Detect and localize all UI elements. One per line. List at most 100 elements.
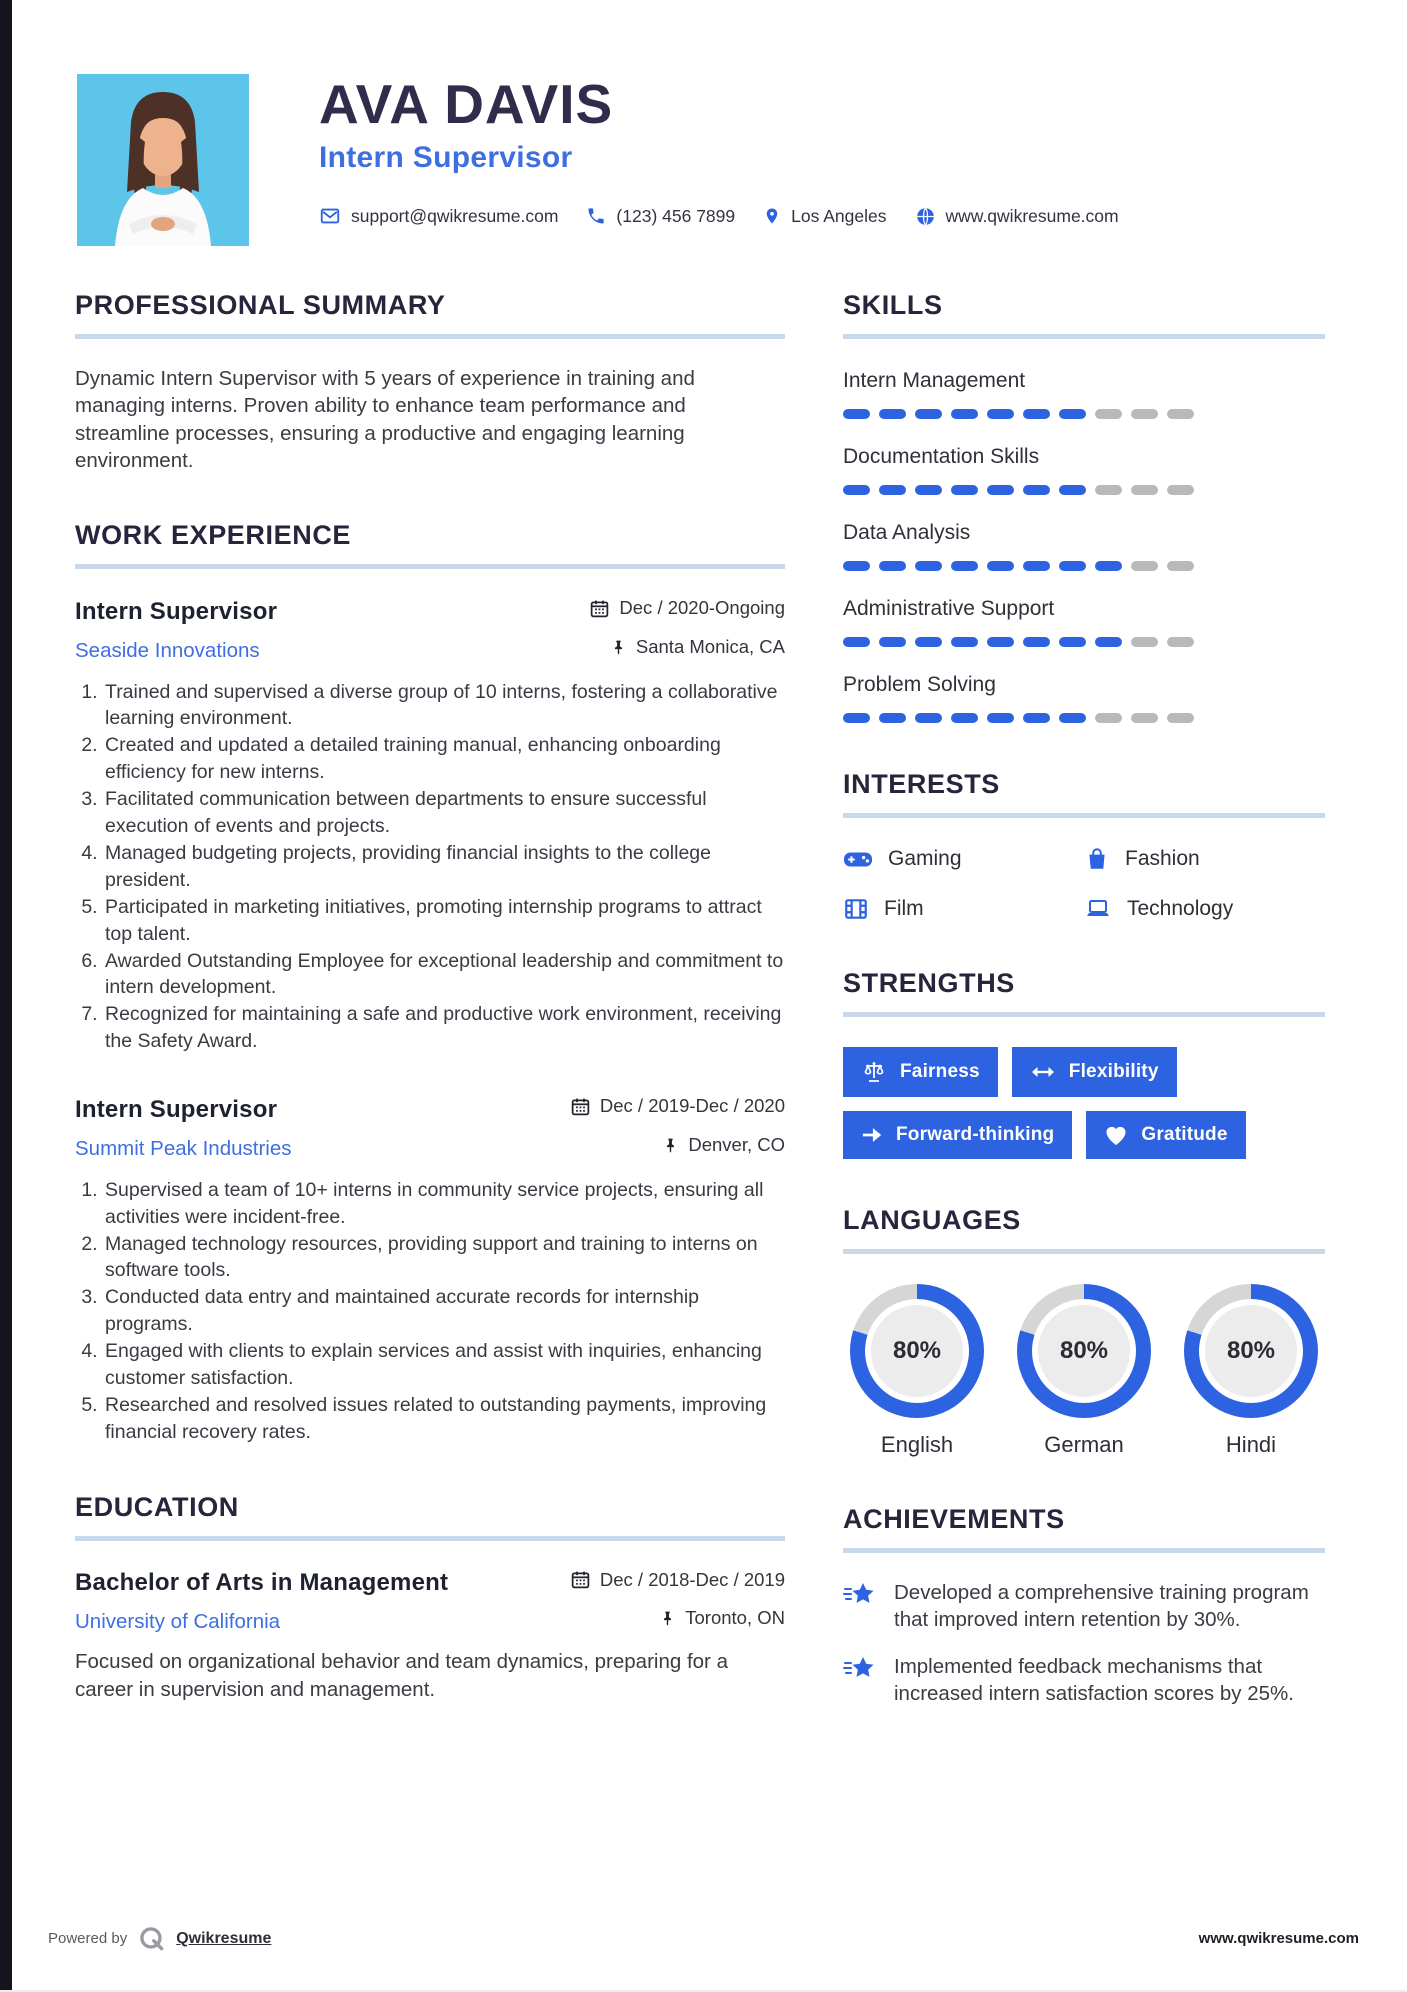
skill-level-dot xyxy=(1131,637,1158,647)
qwikresume-link[interactable]: Qwikresume xyxy=(176,1929,272,1947)
job-bullet: Awarded Outstanding Employee for excepti… xyxy=(103,948,785,1002)
job-list: Intern Supervisor Dec / 2020-Ongoing Seasi… xyxy=(75,597,785,1446)
skill-level-dot xyxy=(1167,637,1194,647)
resume-body: PROFESSIONAL SUMMARY Dynamic Intern Supe… xyxy=(0,246,1407,1707)
skill-level-dot xyxy=(1059,713,1086,723)
skill-level-dot xyxy=(915,637,942,647)
email-icon xyxy=(319,205,341,227)
pushpin-icon xyxy=(610,637,627,657)
skill-level-bar xyxy=(843,409,1325,419)
job-bullet: Engaged with clients to explain services… xyxy=(103,1338,785,1392)
profile-photo xyxy=(77,74,249,246)
strength-label: Flexibility xyxy=(1068,1061,1159,1082)
language-percent: 80% xyxy=(871,1305,963,1397)
skill-level-dot xyxy=(951,561,978,571)
achievements-section: ACHIEVEMENTS Developed a comprehensive t… xyxy=(843,1504,1325,1707)
resume-header: AVA DAVIS Intern Supervisor support@qwik… xyxy=(0,0,1407,246)
language-item: 80% German xyxy=(1014,1284,1154,1458)
interest-label: Film xyxy=(884,897,924,920)
globe-icon xyxy=(915,206,936,227)
skill-level-dot xyxy=(879,561,906,571)
skill-level-dot xyxy=(1095,637,1122,647)
experience-heading: WORK EXPERIENCE xyxy=(75,520,352,550)
contact-item[interactable]: support@qwikresume.com xyxy=(319,205,558,227)
job-location-text: Denver, CO xyxy=(688,1133,785,1155)
skill-level-dot xyxy=(1059,561,1086,571)
skill-level-dot xyxy=(1095,713,1122,723)
skill-level-dot xyxy=(879,637,906,647)
contact-text: support@qwikresume.com xyxy=(351,205,559,226)
qwikresume-logo-icon xyxy=(138,1925,165,1952)
summary-text: Dynamic Intern Supervisor with 5 years o… xyxy=(75,367,695,472)
strength-label: Forward-thinking xyxy=(896,1124,1055,1145)
location-icon xyxy=(763,205,781,227)
header-text: AVA DAVIS Intern Supervisor support@qwik… xyxy=(319,74,1133,246)
section-divider xyxy=(843,1548,1325,1553)
education-description: Focused on organizational behavior and t… xyxy=(75,1650,728,1701)
film-icon xyxy=(843,896,869,922)
skill-level-bar xyxy=(843,485,1325,495)
company-link[interactable]: Summit Peak Industries xyxy=(75,1136,292,1160)
skill-level-dot xyxy=(1059,409,1086,419)
skill-level-dot xyxy=(987,485,1014,495)
school-link[interactable]: University of California xyxy=(75,1610,281,1634)
skill-level-dot xyxy=(879,409,906,419)
skill-level-dot xyxy=(951,409,978,419)
pushpin-icon xyxy=(659,1608,676,1628)
skill-level-dot xyxy=(1023,561,1050,571)
contact-item[interactable]: (123) 456 7899 xyxy=(586,206,735,227)
languages-heading: LANGUAGES xyxy=(843,1205,1021,1235)
skill-level-dot xyxy=(1059,637,1086,647)
skill-level-dot xyxy=(1167,713,1194,723)
calendar-icon xyxy=(570,1096,591,1117)
shopping-bag-icon xyxy=(1084,846,1110,872)
shooting-star-icon xyxy=(843,1655,877,1685)
job-bullet: Managed technology resources, providing … xyxy=(103,1231,785,1285)
skill-level-dot xyxy=(1023,637,1050,647)
job-dates: Dec / 2019-Dec / 2020 xyxy=(570,1095,785,1117)
section-divider xyxy=(75,1535,785,1541)
skill-level-dot xyxy=(915,485,942,495)
job-bullet: Conducted data entry and maintained accu… xyxy=(103,1284,785,1338)
strength-badges: Fairness Flexibility Forward-thinking Grati… xyxy=(843,1047,1325,1159)
company-link[interactable]: Seaside Innovations xyxy=(75,638,260,662)
skill-label: Administrative Support xyxy=(843,597,1055,620)
job-location: Santa Monica, CA xyxy=(589,636,785,658)
skill-level-dot xyxy=(951,637,978,647)
skill-label: Problem Solving xyxy=(843,673,996,696)
skill-level-dot xyxy=(1131,409,1158,419)
section-divider xyxy=(843,1249,1325,1254)
interest-item: Gaming xyxy=(843,846,1084,872)
skills-heading: SKILLS xyxy=(843,290,943,320)
language-label: Hindi xyxy=(1225,1432,1277,1457)
skill-level-dot xyxy=(1023,485,1050,495)
interest-item: Fashion xyxy=(1084,846,1325,872)
skill-level-dot xyxy=(1095,561,1122,571)
job-dates-text: Dec / 2020-Ongoing xyxy=(619,597,785,618)
strength-badge: Gratitude xyxy=(1086,1111,1246,1159)
right-column: SKILLS Intern Management Documentation Sk… xyxy=(843,290,1325,1707)
job-bullet: Facilitated communication between depart… xyxy=(103,786,785,840)
skill-level-dot xyxy=(915,409,942,419)
gamepad-icon xyxy=(843,848,873,870)
language-label: English xyxy=(880,1432,954,1457)
language-item: 80% English xyxy=(847,1284,987,1458)
education-location-text: Toronto, ON xyxy=(685,1607,785,1629)
calendar-icon xyxy=(570,1569,591,1590)
education-dates-text: Dec / 2018-Dec / 2019 xyxy=(599,1568,785,1590)
powered-by-label: Powered by xyxy=(48,1930,128,1947)
skill-level-dot xyxy=(879,713,906,723)
contact-item[interactable]: Los Angeles xyxy=(763,205,887,227)
calendar-icon xyxy=(589,598,610,619)
achievement-item: Implemented feedback mechanisms that inc… xyxy=(843,1653,1325,1707)
shooting-star-icon xyxy=(843,1581,877,1611)
contact-text: www.qwikresume.com xyxy=(945,205,1119,226)
contact-item[interactable]: www.qwikresume.com xyxy=(915,206,1119,227)
left-column: PROFESSIONAL SUMMARY Dynamic Intern Supe… xyxy=(75,290,785,1703)
contact-text: Los Angeles xyxy=(791,205,887,226)
job-location-text: Santa Monica, CA xyxy=(635,635,785,657)
achievement-list: Developed a comprehensive training progr… xyxy=(843,1579,1325,1707)
interests-heading: INTERESTS xyxy=(843,769,1000,799)
languages-section: LANGUAGES 80% English 80% German 80% Hindi xyxy=(843,1205,1325,1458)
